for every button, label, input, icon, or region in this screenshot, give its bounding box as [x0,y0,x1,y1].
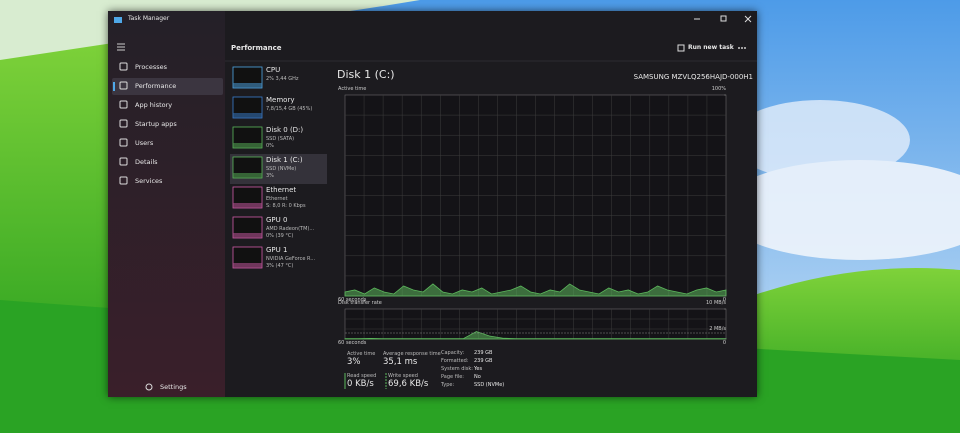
nav-icon [119,119,128,128]
device-thumb-fill [233,233,262,238]
device-thumb [232,66,263,89]
device-name: CPU [266,66,281,74]
device-thumb [232,126,263,149]
property-value: 239 GB [474,350,493,356]
device-thumb [232,216,263,239]
y-tick-label: 10 MB/s [706,300,726,306]
device-detail: 2% 3,44 GHz [266,76,299,82]
window-title: Task Manager [128,15,170,22]
property-value: No [474,374,481,380]
property-label: System disk: [441,366,473,372]
device-thumb-fill [233,203,262,208]
activity-area [344,283,727,297]
device-detail: NVIDIA GeForce R... [266,256,316,262]
settings-icon [145,383,153,391]
graph-xlabel: 60 seconds [338,297,367,303]
property-value: Yes [474,366,483,372]
graph-label: Active time [338,86,367,92]
graph-label: Disk transfer rate [338,300,382,306]
nav-settings[interactable]: Settings [160,383,187,391]
window-graphics [112,15,757,391]
device-name: Memory [266,96,295,104]
device-detail: SSD (SATA) [266,136,295,142]
device-name: Ethernet [266,186,297,194]
detail-title: Disk 1 (C:) [337,68,395,81]
device-detail: 0% (39 °C) [266,233,294,239]
run-icon[interactable] [677,44,685,52]
nav-icon [119,62,128,71]
more-icon[interactable] [738,47,746,49]
property-label: Type: [441,382,455,388]
device-detail: S: 8,0 R: 0 Kbps [266,203,306,209]
nav-icon [119,157,128,166]
graph-xlabel: 60 seconds [338,340,367,346]
device-detail: AMD Radeon(TM)... [266,226,315,232]
y-tick-label: 0 [722,340,726,346]
stat-label: Write speed [388,373,418,379]
y-tick-label: 100% [711,86,726,92]
window-controls[interactable] [694,15,752,23]
property-label: Formatted: [441,358,469,364]
menu-icon[interactable] [117,43,125,51]
device-name: Disk 1 (C:) [266,156,303,164]
nav-item[interactable]: Services [135,177,163,185]
device-detail: 3% [266,173,274,179]
property-label: Page file: [441,374,464,380]
stat-value: 3% [347,357,361,367]
property-value: 239 GB [474,358,493,364]
nav-indicator [113,82,115,91]
device-detail: SSD (NVMe) [266,166,297,172]
app-icon [114,17,122,23]
device-thumb-fill [233,143,262,148]
stat-label: Read speed [347,373,377,379]
nav-pane [108,11,225,397]
detail-model: SAMSUNG MZVLQ256HAJD-000H1 [633,73,753,81]
device-thumb [232,96,263,119]
device-thumb-fill [233,83,262,88]
nav-icon [119,138,128,147]
device-name: Disk 0 (D:) [266,126,304,134]
stat-label: Average response time [383,351,441,357]
device-thumb [232,246,263,269]
stat-value: 0 KB/s [347,379,374,389]
device-thumb-fill [233,263,262,268]
stat-value: 35,1 ms [383,357,418,367]
device-thumb-fill [233,113,262,118]
activity-area [344,331,727,340]
property-label: Capacity: [441,350,465,356]
nav-item[interactable]: Users [135,139,154,147]
y-tick-label: 0 [722,297,726,303]
nav-icon [119,176,128,185]
device-detail: 3% (47 °C) [266,263,294,269]
device-thumb [232,186,263,209]
stat-label: Active time [347,351,376,357]
nav-icon [119,81,128,90]
device-name: GPU 1 [266,246,288,254]
property-value: SSD (NVMe) [474,382,505,388]
nav-item[interactable]: Details [135,158,158,166]
task-manager-window: Task Manager Processes Performance App hist… [108,11,757,397]
nav-item[interactable]: Processes [135,63,168,71]
y-tick-label: 2 MB/s [709,326,726,332]
nav-selected [112,78,223,95]
header-title: Performance [231,44,282,52]
device-detail: 0% [266,143,274,149]
device-thumb-fill [233,173,262,178]
nav-item[interactable]: Startup apps [135,120,177,128]
nav-item[interactable]: App history [135,101,173,109]
header-action[interactable]: Run new task [688,44,734,51]
stat-value: 69,6 KB/s [388,379,429,389]
device-detail: 7,8/15,4 GB (45%) [266,106,313,112]
device-thumb [232,156,263,179]
nav-item[interactable]: Performance [135,82,177,90]
device-detail: Ethernet [266,196,288,202]
device-name: GPU 0 [266,216,288,224]
nav-icon [119,100,128,109]
